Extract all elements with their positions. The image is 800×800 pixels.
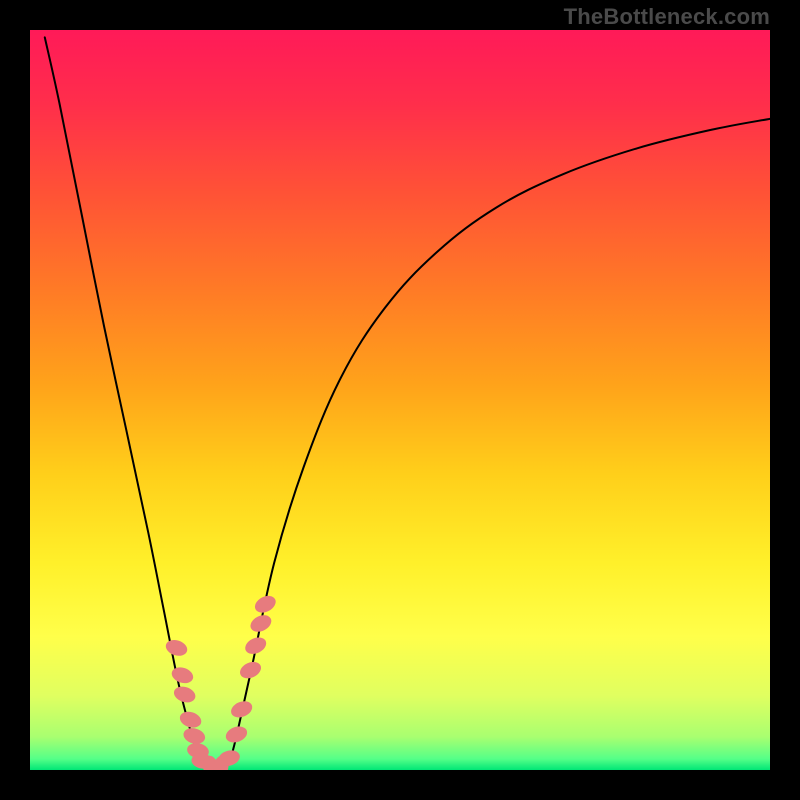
curve-marker — [252, 593, 278, 616]
curve-marker — [170, 665, 196, 686]
curve-marker — [229, 698, 255, 720]
curve-marker — [224, 724, 250, 746]
bottleneck-curve — [45, 37, 770, 768]
chart-frame: TheBottleneck.com — [0, 0, 800, 800]
curve-marker — [248, 612, 274, 635]
curve-marker — [243, 634, 269, 657]
curve-marker — [237, 659, 263, 682]
curve-layer — [30, 30, 770, 770]
curve-marker — [178, 709, 204, 730]
watermark-text: TheBottleneck.com — [564, 4, 770, 30]
curve-marker — [182, 726, 207, 746]
curve-marker — [164, 637, 190, 658]
curve-marker — [172, 684, 198, 705]
plot-area — [30, 30, 770, 770]
